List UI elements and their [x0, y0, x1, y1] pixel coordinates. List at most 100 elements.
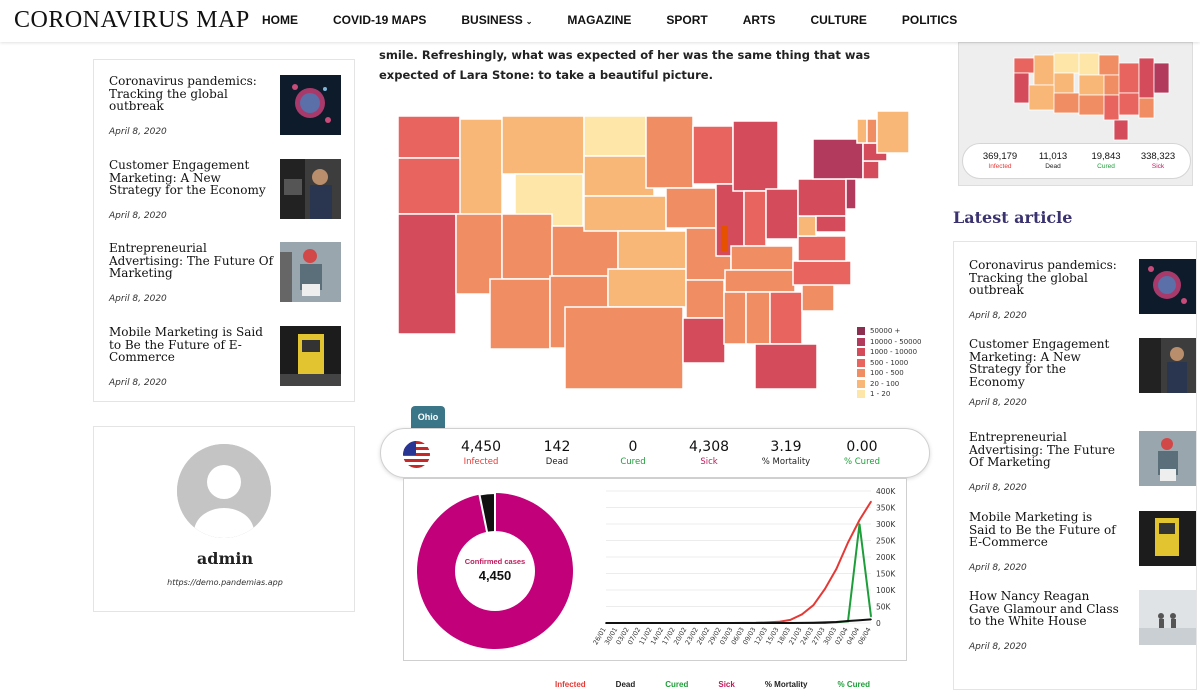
data-point-dead[interactable] [754, 622, 757, 624]
map-state-wa[interactable] [397, 115, 461, 159]
map-state-ne[interactable] [583, 195, 667, 232]
legend-entry[interactable]: % Cured [837, 680, 870, 689]
post-title[interactable]: Entrepreneurial Advertising: The Future … [109, 241, 274, 280]
nav-item-magazine[interactable]: MAGAZINE [567, 13, 631, 27]
map-state-sc[interactable] [801, 282, 835, 312]
selected-state-tab[interactable]: Ohio [411, 406, 445, 430]
map-state-nd[interactable] [583, 115, 647, 157]
data-point-dead[interactable] [685, 622, 688, 624]
nav-item-culture[interactable]: CULTURE [810, 13, 866, 27]
data-point-dead[interactable] [858, 619, 861, 621]
map-state-ks[interactable] [617, 230, 687, 270]
list-item[interactable]: How Nancy Reagan Gave Glamour and Class … [969, 590, 1196, 652]
map-state-fl[interactable] [754, 343, 818, 390]
post-thumbnail[interactable] [1139, 338, 1196, 393]
mini-map-region[interactable] [1078, 74, 1105, 96]
list-item[interactable]: Entrepreneurial Advertising: The Future … [109, 242, 341, 304]
map-state-ga[interactable] [769, 291, 803, 345]
series-line-infected[interactable] [606, 501, 872, 624]
list-item[interactable]: Customer Engagement Marketing: A New Str… [969, 338, 1196, 408]
list-item[interactable]: Mobile Marketing is Said to Be the Futur… [969, 511, 1196, 573]
map-state-tx[interactable] [564, 306, 684, 390]
map-state-ms[interactable] [723, 291, 747, 345]
map-state-vt[interactable] [856, 118, 868, 144]
confirmed-cases-donut[interactable]: Confirmed cases 4,450 [417, 491, 573, 649]
author-url[interactable]: https://demo.pandemias.app [167, 578, 283, 587]
data-point-dead[interactable] [801, 622, 803, 624]
list-item[interactable]: Entrepreneurial Advertising: The Future … [969, 431, 1196, 493]
map-state-id[interactable] [459, 118, 503, 218]
post-thumbnail[interactable] [280, 242, 341, 302]
map-state-nh[interactable] [866, 118, 878, 144]
mini-map-region[interactable] [1118, 62, 1140, 94]
data-point-dead[interactable] [662, 622, 665, 624]
avatar[interactable] [177, 444, 271, 538]
map-state-ny[interactable] [812, 138, 864, 180]
list-item[interactable]: Coronavirus pandemics: Tracking the glob… [969, 259, 1196, 321]
mini-map-region[interactable] [1013, 57, 1035, 74]
data-point-infected[interactable] [870, 500, 872, 503]
map-state-tn[interactable] [724, 269, 796, 293]
data-point-dead[interactable] [720, 622, 723, 624]
map-state-la[interactable] [682, 317, 726, 364]
data-point-infected[interactable] [812, 604, 815, 606]
nav-item-politics[interactable]: POLITICS [902, 13, 957, 27]
data-point-dead[interactable] [628, 622, 630, 624]
map-state-mn[interactable] [645, 115, 694, 189]
legend-entry[interactable]: Infected [555, 680, 586, 689]
mini-map-region[interactable] [1078, 52, 1100, 76]
mini-us-map-widget[interactable]: 369,179 Infected 11,013 Dead 19,843 Cure… [958, 42, 1193, 186]
nav-item-sport[interactable]: SPORT [666, 13, 707, 27]
data-point-infected[interactable] [858, 519, 861, 521]
post-thumbnail[interactable] [280, 75, 341, 135]
site-logo[interactable]: CORONAVIRUS MAP [14, 7, 250, 33]
mini-map-region[interactable] [1013, 72, 1030, 104]
data-point-infected[interactable] [824, 588, 826, 590]
map-state-ok[interactable] [607, 268, 687, 308]
map-state-md[interactable] [815, 215, 847, 233]
map-state-me[interactable] [876, 110, 910, 154]
data-point-dead[interactable] [812, 621, 815, 624]
legend-entry[interactable]: Sick [718, 680, 735, 689]
data-point-dead[interactable] [743, 622, 746, 624]
map-state-wv[interactable] [797, 215, 817, 237]
mini-map-region[interactable] [1138, 57, 1155, 99]
post-title[interactable]: Entrepreneurial Advertising: The Future … [969, 430, 1115, 469]
map-state-wi[interactable] [692, 125, 734, 185]
post-title[interactable]: Mobile Marketing is Said to Be the Futur… [109, 325, 263, 364]
map-state-ky[interactable] [730, 245, 794, 271]
map-state-or[interactable] [397, 157, 467, 215]
map-state-az[interactable] [489, 278, 551, 350]
mini-map-region[interactable] [1053, 72, 1075, 94]
mini-map-region[interactable] [1103, 94, 1120, 121]
data-point-dead[interactable] [605, 622, 607, 624]
data-point-infected[interactable] [835, 568, 838, 570]
map-state-al[interactable] [745, 291, 771, 345]
nav-item-business[interactable]: BUSINESS ⌄ [461, 13, 532, 27]
post-title[interactable]: Customer Engagement Marketing: A New Str… [969, 337, 1110, 389]
data-point-dead[interactable] [789, 622, 792, 624]
post-thumbnail[interactable] [280, 159, 341, 219]
data-point-dead[interactable] [697, 622, 699, 624]
mini-map-region[interactable] [1098, 54, 1120, 76]
mini-map-region[interactable] [1028, 84, 1055, 111]
nav-item-home[interactable]: HOME [262, 13, 298, 27]
data-point-infected[interactable] [847, 541, 849, 544]
data-point-dead[interactable] [824, 621, 826, 624]
map-state-mi[interactable] [732, 120, 779, 192]
data-point-infected[interactable] [801, 613, 803, 616]
legend-entry[interactable]: % Mortality [764, 680, 808, 689]
nav-item-covid-maps[interactable]: COVID-19 MAPS [333, 13, 426, 27]
mini-map-region[interactable] [1053, 52, 1080, 74]
post-thumbnail[interactable] [1139, 511, 1196, 566]
post-title[interactable]: Coronavirus pandemics: Tracking the glob… [969, 258, 1117, 297]
map-state-nj[interactable] [845, 178, 857, 210]
post-title[interactable]: Coronavirus pandemics: Tracking the glob… [109, 74, 257, 113]
data-point-dead[interactable] [616, 622, 619, 624]
map-state-ar[interactable] [685, 279, 725, 319]
mini-map-region[interactable] [1078, 94, 1105, 116]
mini-map-region[interactable] [1113, 119, 1129, 141]
nav-item-arts[interactable]: ARTS [743, 13, 776, 27]
map-state-mt[interactable] [501, 115, 585, 175]
list-item[interactable]: Coronavirus pandemics: Tracking the glob… [109, 75, 341, 137]
